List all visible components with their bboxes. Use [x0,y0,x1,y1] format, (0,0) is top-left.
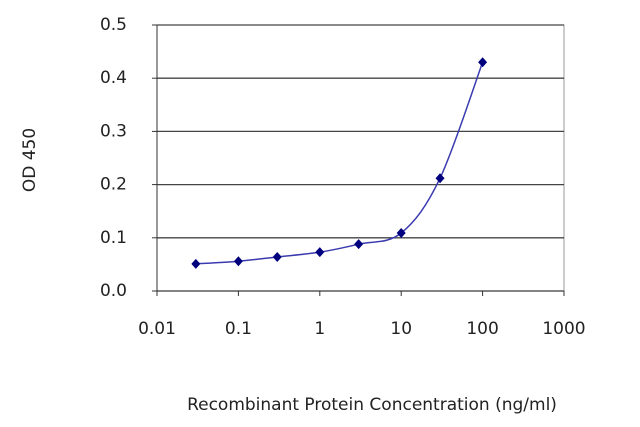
x-tick-label: 0.01 [138,319,176,339]
y-tick-label: 0.4 [100,68,127,88]
y-tick-label: 0.1 [100,228,127,248]
y-tick-label: 0.5 [100,15,127,35]
x-tick-label: 10 [390,319,412,339]
x-tick-label: 1 [314,319,325,339]
x-axis-label: Recombinant Protein Concentration (ng/ml… [187,395,557,415]
y-axis-label: OD 450 [20,128,40,192]
x-tick-label: 1000 [542,319,585,339]
line [195,61,484,265]
marker [396,228,406,239]
plot-area [156,24,565,292]
y-tick-label: 0.2 [100,175,127,195]
marker [233,256,243,267]
marker [272,251,282,262]
y-tick-label: 0.0 [100,281,127,301]
marker [315,247,325,258]
marker [354,239,364,250]
marker [435,173,445,184]
x-tick-label: 100 [466,319,498,339]
marker [478,57,488,68]
x-tick-label: 0.1 [225,319,252,339]
marker [191,258,201,269]
y-tick-label: 0.3 [100,121,127,141]
